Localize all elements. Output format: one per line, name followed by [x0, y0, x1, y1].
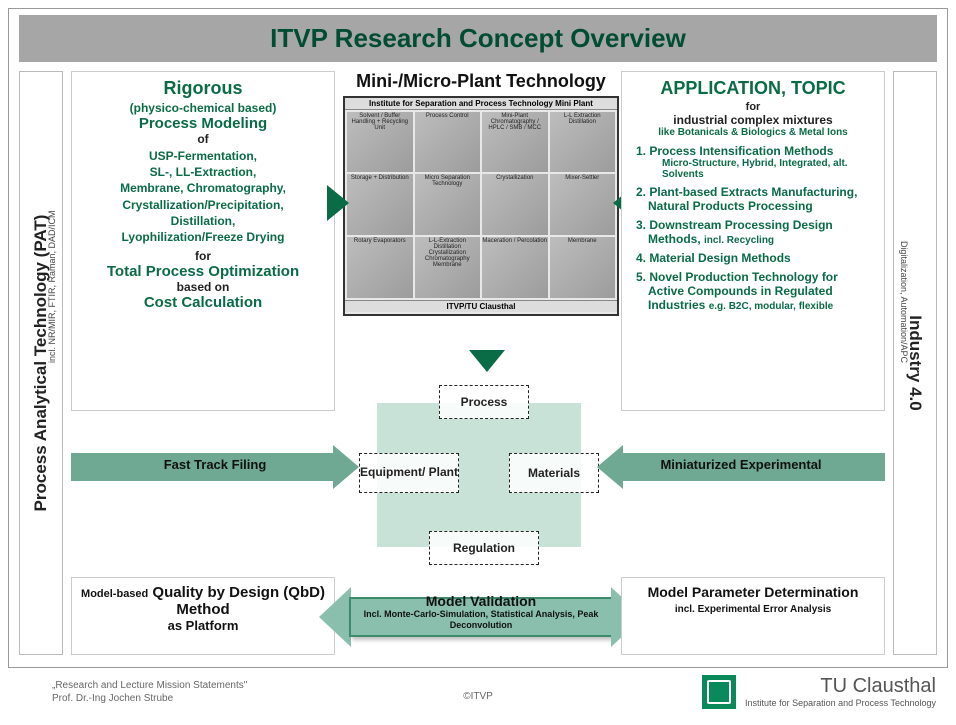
- left-vertical-bar: Process Analytical Technology (PAT) incl…: [19, 71, 63, 655]
- right-vertical-sublabel: Digitalization, Automation/APC: [899, 241, 909, 363]
- list-item: 1. Process Intensification MethodsMicro-…: [636, 144, 876, 180]
- rigorous-of: of: [80, 132, 326, 146]
- footer-right: TU Clausthal Institute for Separation an…: [702, 675, 936, 709]
- quad-top: Process: [439, 385, 529, 419]
- quad-diagram: Process Equipment/ Plant Materials Regul…: [359, 385, 599, 565]
- left-vertical-sublabel: incl. NR/MIR, FTIR, Raman, DAD/ICM: [47, 210, 57, 363]
- arrow-right-label: Miniaturized Experimental: [597, 457, 885, 472]
- validation-title: Model Validation: [349, 593, 613, 609]
- tu-logo-icon: [702, 675, 736, 709]
- application-head: APPLICATION, TOPIC: [630, 78, 876, 99]
- param-sub: incl. Experimental Error Analysis: [628, 604, 878, 616]
- university-name: TU Clausthal: [820, 675, 936, 697]
- photo-cell: Storage + Distribution: [347, 174, 413, 235]
- photo-cell: Process Control: [415, 112, 481, 173]
- list-item: 2. Plant-based Extracts Manufacturing, N…: [636, 185, 876, 213]
- application-for: for: [630, 101, 876, 113]
- rigorous-sub1: (physico-chemical based): [80, 101, 326, 115]
- qbd-title: Model-based Quality by Design (QbD) Meth…: [78, 584, 328, 618]
- param-title: Model Parameter Determination: [628, 584, 878, 600]
- miniplant-photo: Institute for Separation and Process Tec…: [343, 96, 619, 316]
- photo-cell: L-L-Extraction Distillation Crystallizat…: [415, 237, 481, 298]
- list-item: 3. Downstream Processing Design Methods,…: [636, 218, 876, 246]
- footer-copyright: ©ITVP: [463, 691, 493, 702]
- title-bar: ITVP Research Concept Overview: [19, 15, 937, 62]
- photo-cell: Solvent / Buffer Handling + Recycling Un…: [347, 112, 413, 173]
- validation-sub: Incl. Monte-Carlo-Simulation, Statistica…: [349, 609, 613, 631]
- rigorous-sub2: Process Modeling: [80, 115, 326, 132]
- footer: „Research and Lecture Mission Statements…: [12, 675, 944, 719]
- photo-cell: Mixer-Settler: [550, 174, 616, 235]
- center-top-panel: Mini-/Micro-Plant Technology Institute f…: [343, 71, 619, 316]
- photo-foot: ITVP/TU Clausthal: [345, 300, 617, 312]
- main-area: Process Analytical Technology (PAT) incl…: [19, 65, 937, 661]
- list-item: 4. Material Design Methods: [636, 251, 876, 265]
- application-list: 1. Process Intensification MethodsMicro-…: [630, 144, 876, 312]
- application-panel: APPLICATION, TOPIC for industrial comple…: [621, 71, 885, 411]
- quad-left: Equipment/ Plant: [359, 453, 459, 493]
- rigorous-opt: Total Process Optimization: [80, 263, 326, 280]
- photo-cell: Mini-Plant Chromatography / HPLC / SMB /…: [482, 112, 548, 173]
- arrow-left-label: Fast Track Filing: [71, 457, 359, 472]
- quad-bottom: Regulation: [429, 531, 539, 565]
- arrow-fast-track: Fast Track Filing: [71, 445, 359, 489]
- photo-head: Institute for Separation and Process Tec…: [345, 98, 617, 110]
- model-validation-box: Model Validation Incl. Monte-Carlo-Simul…: [343, 577, 619, 655]
- arrow-miniaturized: Miniaturized Experimental: [597, 445, 885, 489]
- institute-name: Institute for Separation and Process Tec…: [745, 698, 936, 708]
- photo-cell: Maceration / Percolation: [482, 237, 548, 298]
- rigorous-based: based on: [80, 280, 326, 294]
- photo-cell: Rotary Evaporators: [347, 237, 413, 298]
- photo-grid: Solvent / Buffer Handling + Recycling Un…: [345, 110, 617, 300]
- photo-cell: Micro Separation Technology: [415, 174, 481, 235]
- qbd-box: Model-based Quality by Design (QbD) Meth…: [71, 577, 335, 655]
- param-box: Model Parameter Determination incl. Expe…: [621, 577, 885, 655]
- qbd-sub: as Platform: [78, 618, 328, 633]
- slide-frame: ITVP Research Concept Overview Process A…: [8, 8, 948, 668]
- quad-right: Materials: [509, 453, 599, 493]
- application-like: like Botanicals & Biologics & Metal Ions: [630, 127, 876, 138]
- photo-cell: Membrane: [550, 237, 616, 298]
- application-mix: industrial complex mixtures: [630, 113, 876, 127]
- center-title: Mini-/Micro-Plant Technology: [343, 71, 619, 92]
- triangle-down-icon: [469, 350, 505, 372]
- list-item: 5. Novel Production Technology for Activ…: [636, 270, 876, 312]
- rigorous-head: Rigorous: [80, 78, 326, 99]
- triangle-left-icon: [327, 185, 349, 221]
- rigorous-panel: Rigorous (physico-chemical based) Proces…: [71, 71, 335, 411]
- rigorous-list: USP-Fermentation, SL-, LL-Extraction, Me…: [80, 148, 326, 245]
- right-vertical-bar: Industry 4.0 Digitalization, Automation/…: [893, 71, 937, 655]
- footer-left: „Research and Lecture Mission Statements…: [52, 679, 247, 705]
- photo-cell: L-L Extraction Distillation: [550, 112, 616, 173]
- rigorous-cost: Cost Calculation: [80, 294, 326, 311]
- rigorous-for: for: [80, 249, 326, 263]
- photo-cell: Crystallization: [482, 174, 548, 235]
